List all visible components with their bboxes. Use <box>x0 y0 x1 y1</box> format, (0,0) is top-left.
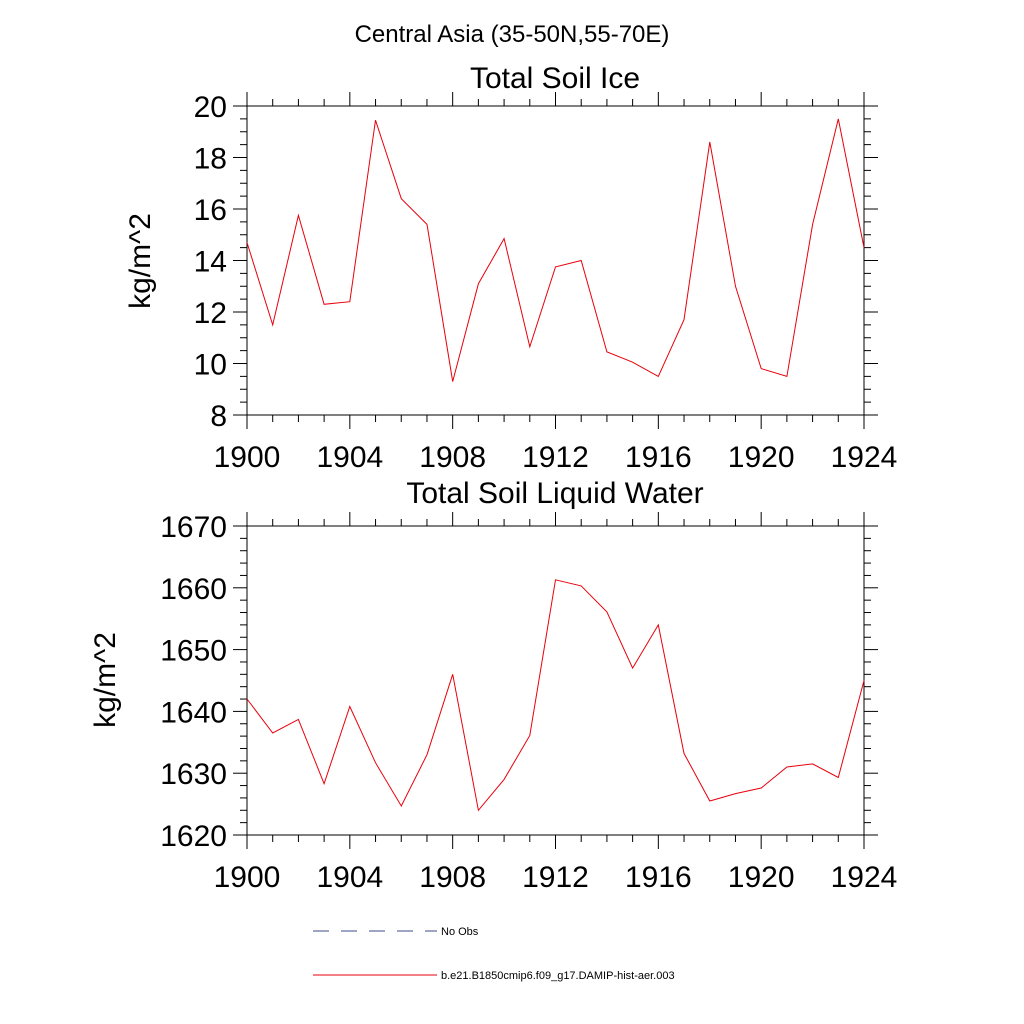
y-tick-label: 20 <box>194 91 227 124</box>
plot-frame <box>246 525 865 836</box>
y-tick-label: 14 <box>194 246 227 279</box>
y-tick-label: 18 <box>194 143 227 176</box>
x-tick-label: 1920 <box>728 861 795 894</box>
x-tick-label: 1912 <box>522 441 589 474</box>
y-tick-label: 1640 <box>160 696 227 729</box>
x-tick-label: 1924 <box>831 861 898 894</box>
series-line <box>246 118 865 382</box>
y-axis-label: kg/m^2 <box>89 632 122 728</box>
y-tick-label: 10 <box>194 349 227 382</box>
y-tick-label: 1620 <box>160 820 227 853</box>
x-tick-label: 1900 <box>214 861 281 894</box>
y-tick-label: 1660 <box>160 573 227 606</box>
legend-label-no-obs: No Obs <box>441 926 479 938</box>
panel-total-soil-ice: Total Soil Ice kg/m^2 1900 1904 1908 1912 19… <box>124 62 897 474</box>
legend-label-model: b.e21.B1850cmip6.f09_g17.DAMIP-hist-aer.… <box>441 970 675 982</box>
y-tick-label: 1650 <box>160 635 227 668</box>
plot-frame <box>246 105 865 416</box>
y-axis-label: kg/m^2 <box>124 213 157 309</box>
x-tick-label: 1908 <box>419 441 486 474</box>
y-tick-label: 12 <box>194 297 227 330</box>
y-tick-label: 16 <box>194 194 227 227</box>
x-tick-label: 1920 <box>728 441 795 474</box>
x-tick-label: 1924 <box>831 441 898 474</box>
panel-title: Total Soil Liquid Water <box>406 477 703 510</box>
figure-title: Central Asia (35-50N,55-70E) <box>355 21 670 48</box>
x-tick-label: 1912 <box>522 861 589 894</box>
x-tick-label: 1908 <box>419 861 486 894</box>
tick-group: 1900 1904 1908 1912 1916 1920 1924 8 10 12 14 16 18 2… <box>194 91 898 474</box>
y-tick-label: 1630 <box>160 758 227 791</box>
x-tick-label: 1900 <box>214 441 281 474</box>
y-tick-label: 8 <box>210 400 227 433</box>
y-tick-label: 1670 <box>160 511 227 544</box>
x-tick-label: 1904 <box>316 861 383 894</box>
series-line <box>246 579 865 812</box>
x-tick-label: 1916 <box>625 861 692 894</box>
panel-title: Total Soil Ice <box>470 62 640 95</box>
x-tick-label: 1916 <box>625 441 692 474</box>
tick-group: 1900 1904 1908 1912 1916 1920 1924 1620 1630 1640… <box>160 511 897 894</box>
panel-total-soil-liquid-water: Total Soil Liquid Water kg/m^2 1900 1904 1… <box>89 477 897 894</box>
legend: No Obs b.e21.B1850cmip6.f09_g17.DAMIP-hi… <box>313 926 675 982</box>
x-tick-label: 1904 <box>316 441 383 474</box>
